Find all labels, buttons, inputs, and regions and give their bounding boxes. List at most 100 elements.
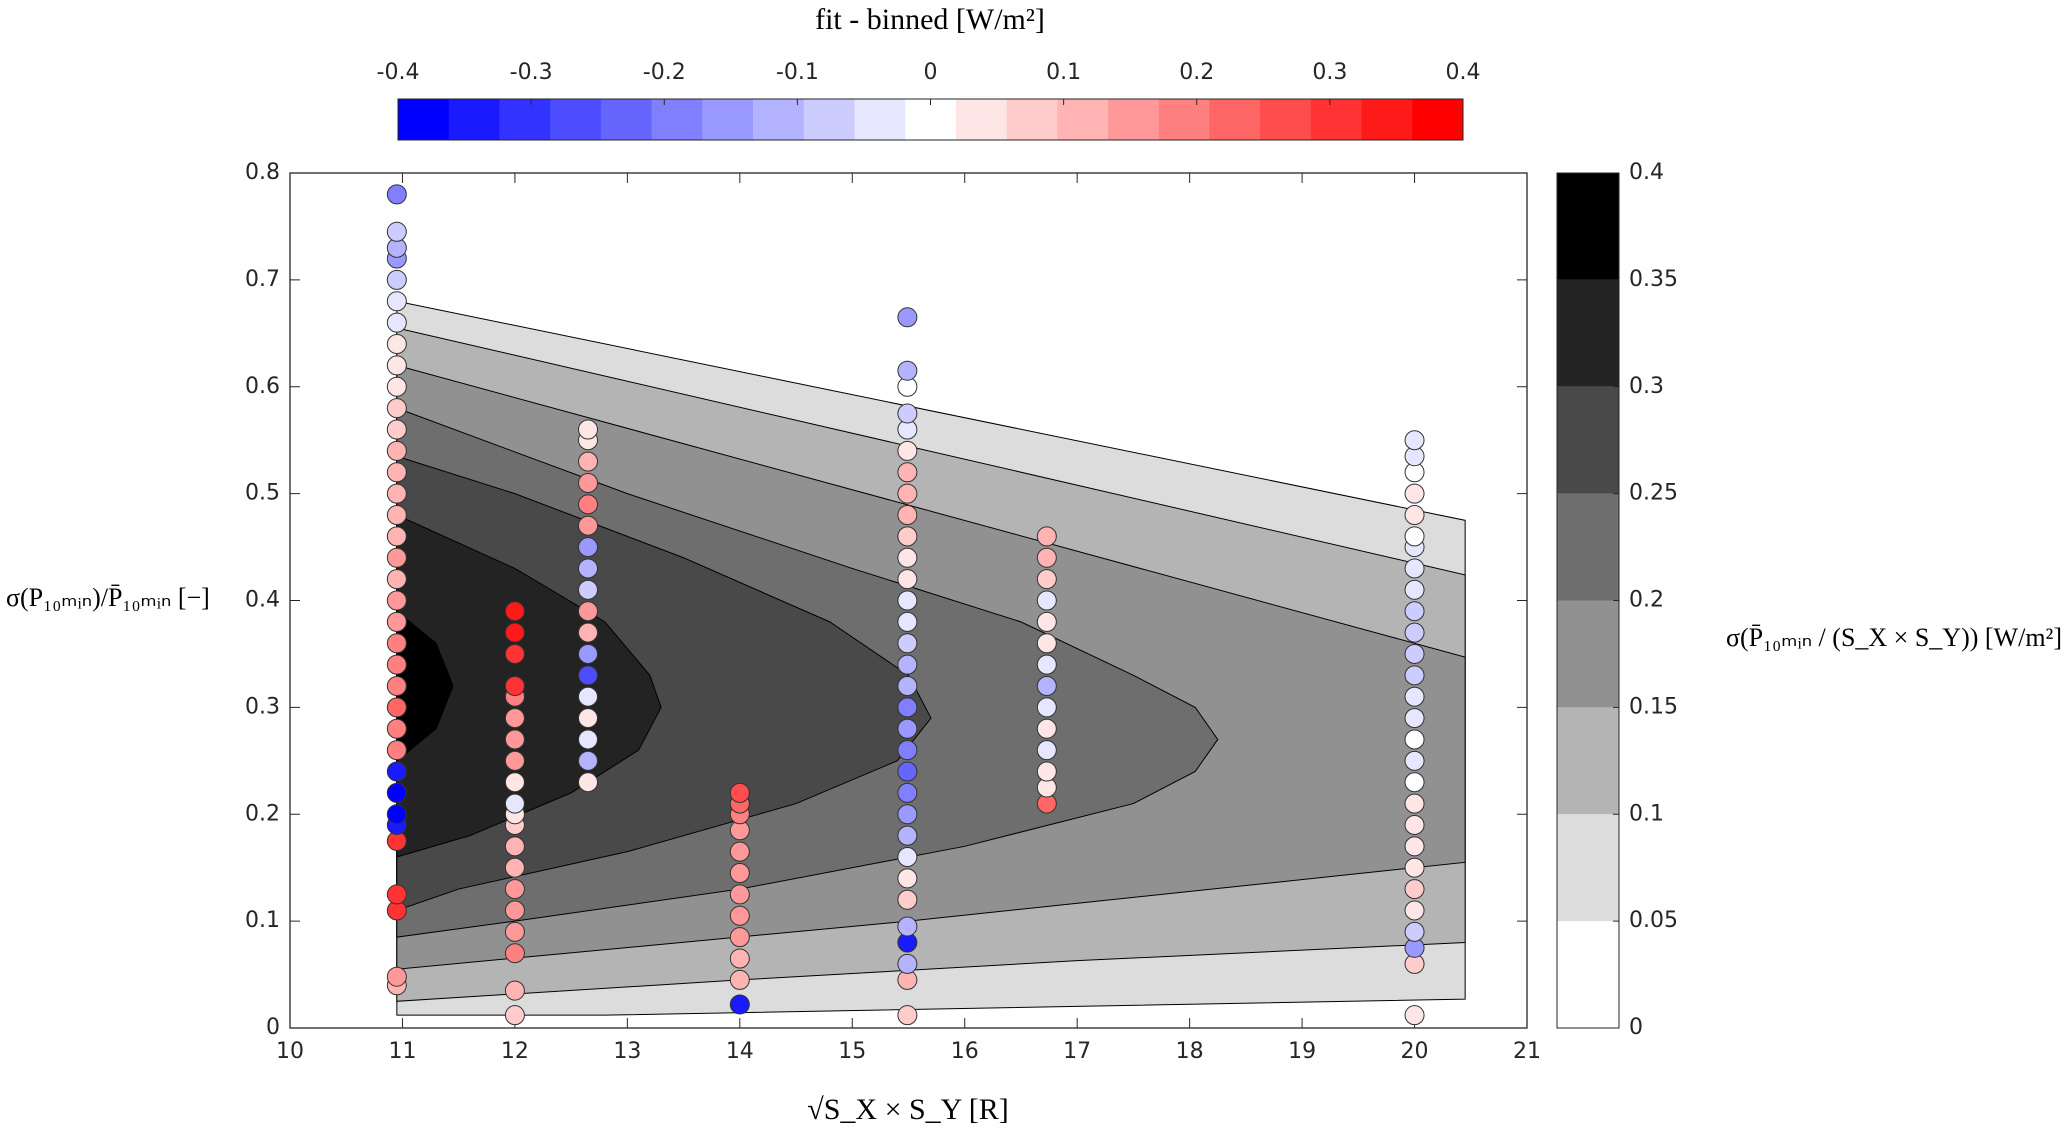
scatter-point: [897, 440, 918, 461]
colorbar-label: σ(P̄₁₀ₘᵢₙ / (S_X × S_Y)) [W/m²]: [1726, 623, 2062, 652]
scatter-point: [386, 697, 407, 718]
colormap-swatch: [1158, 99, 1210, 140]
scatter-point: [386, 804, 407, 825]
scatter-point: [897, 590, 918, 611]
x-tick-label: 14: [726, 1039, 754, 1064]
scatter-point: [504, 921, 525, 942]
scatter-point: [1404, 579, 1425, 600]
x-tick-label: 15: [838, 1039, 866, 1064]
scatter-point: [578, 451, 599, 472]
scatter-point: [1404, 643, 1425, 664]
colorbar-tick-label: 0.35: [1629, 267, 1678, 292]
scatter-point: [504, 1005, 525, 1026]
y-tick-label: 0.1: [245, 908, 280, 933]
scatter-point: [1404, 622, 1425, 643]
scatter-point: [504, 601, 525, 622]
scatter-point: [897, 889, 918, 910]
scatter-point: [578, 729, 599, 750]
x-tick-label: 13: [613, 1039, 641, 1064]
scatter-point: [386, 462, 407, 483]
scatter-point: [386, 334, 407, 354]
scatter-point: [386, 884, 407, 905]
colorbar-band: [1557, 707, 1619, 815]
scatter-point: [1404, 1005, 1425, 1026]
scatter-point: [504, 980, 525, 1001]
scatter-point: [1404, 879, 1425, 900]
scatter-point: [504, 879, 525, 900]
colormap-swatch: [854, 99, 906, 140]
scatter-point: [1036, 569, 1057, 590]
scatter-point: [504, 793, 525, 814]
scatter-point: [729, 884, 750, 905]
scatter-point: [504, 708, 525, 729]
scatter-point: [578, 750, 599, 771]
x-tick-label: 21: [1513, 1039, 1541, 1064]
scatter-point: [386, 966, 407, 987]
colormap-swatch: [651, 99, 703, 140]
scatter-point: [386, 398, 407, 419]
scatter-point: [1036, 590, 1057, 611]
scatter-point: [504, 857, 525, 878]
scatter-point: [1404, 686, 1425, 707]
scatter-point: [386, 654, 407, 675]
scatter-point: [386, 718, 407, 739]
scatter-point: [897, 654, 918, 675]
scatter-point: [386, 633, 407, 654]
scatter-point: [504, 643, 525, 664]
scatter-point: [386, 221, 407, 242]
colorbar-tick-label: 0.4: [1446, 60, 1481, 85]
y-tick-label: 0: [266, 1015, 280, 1040]
scatter-point: [386, 483, 407, 504]
scatter-point: [578, 472, 599, 493]
scatter-point: [1404, 665, 1425, 686]
scatter-point: [897, 633, 918, 654]
scatter-point: [1036, 697, 1057, 718]
scatter-point: [729, 927, 750, 948]
x-axis-label: √S_X × S_Y [R]: [807, 1093, 1008, 1126]
colorbar-title: fit - binned [W/m²]: [815, 3, 1045, 36]
scatter-point: [386, 291, 407, 312]
scatter-point: [1036, 761, 1057, 782]
scatter-point: [504, 622, 525, 643]
x-tick-label: 11: [388, 1039, 416, 1064]
scatter-point: [1036, 526, 1057, 547]
x-tick-label: 16: [951, 1039, 979, 1064]
colorbar-tick-label: -0.4: [377, 60, 420, 85]
scatter-point: [897, 611, 918, 632]
colorbar-tick-label: 0.1: [1046, 60, 1081, 85]
scatter-point: [1036, 740, 1057, 761]
y-axis-label: σ(P₁₀ₘᵢₙ)/P̄₁₀ₘᵢₙ [−]: [6, 583, 210, 612]
colorbar-tick-label: 0: [1629, 1015, 1643, 1040]
y-tick-label: 0.5: [245, 481, 280, 506]
scatter-point: [729, 969, 750, 990]
scatter-point: [729, 948, 750, 969]
colormap-swatch: [702, 99, 754, 140]
scatter-point: [1404, 505, 1425, 525]
scatter-point: [578, 601, 599, 622]
scatter-point: [1404, 921, 1425, 942]
scatter-point: [897, 569, 918, 590]
scatter-point: [1036, 633, 1057, 654]
colormap-swatch: [1361, 99, 1413, 140]
scatter-point: [1404, 430, 1425, 451]
scatter-point: [578, 686, 599, 707]
colormap-swatch: [1260, 99, 1312, 140]
scatter-point: [1404, 814, 1425, 835]
scatter-point: [578, 419, 599, 440]
scatter-point: [897, 953, 918, 974]
colorbar-tick-label: 0.3: [1629, 374, 1664, 399]
scatter-point: [386, 505, 407, 525]
colormap-swatch: [1057, 99, 1109, 140]
scatter-point: [386, 440, 407, 461]
scatter-point: [1036, 654, 1057, 675]
scatter-point: [729, 863, 750, 884]
scatter-point: [386, 761, 407, 782]
colorbar-tick-label: 0.25: [1629, 481, 1678, 506]
scatter-point: [897, 676, 918, 696]
scatter-point: [578, 665, 599, 686]
x-tick-label: 20: [1401, 1039, 1429, 1064]
x-tick-label: 12: [501, 1039, 529, 1064]
contour-region: [396, 514, 662, 858]
scatter-point: [386, 376, 407, 397]
colorbar-band: [1557, 814, 1619, 922]
